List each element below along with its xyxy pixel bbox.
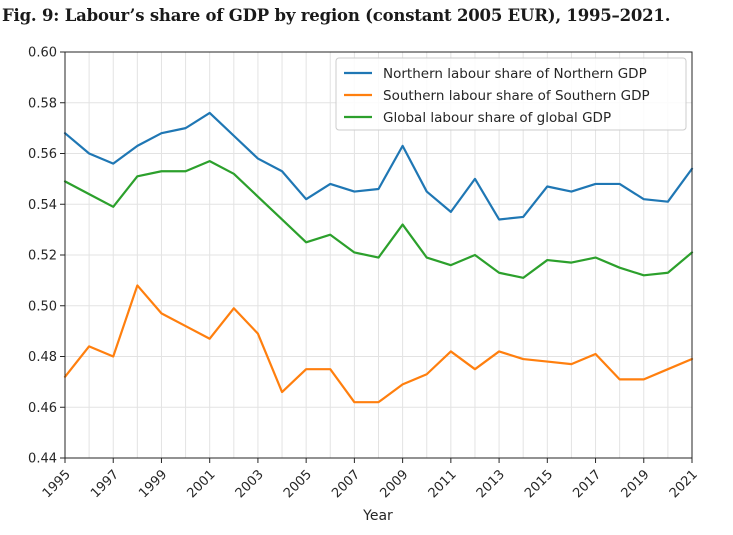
series-lines (63, 111, 694, 404)
y-tick-label: 0.60 (28, 46, 57, 61)
legend-label: Northern labour share of Northern GDP (383, 66, 647, 82)
y-tick-label: 0.48 (28, 350, 57, 365)
series-line (63, 160, 694, 279)
x-tick-label: 1995 (40, 467, 74, 501)
x-tick-label: 2019 (619, 467, 653, 501)
legend: Northern labour share of Northern GDP Sou… (335, 57, 687, 131)
x-tick-label: 2015 (522, 467, 556, 501)
x-tick-label: 2009 (377, 467, 411, 501)
y-tick-label: 0.58 (28, 96, 57, 111)
legend-box (335, 57, 687, 131)
y-axis-ticks: 0.44 0.46 0.48 0.50 0.52 0.54 0.56 0.58 0.60 (28, 46, 65, 467)
x-tick-label: 2017 (570, 467, 604, 501)
y-tick-label: 0.44 (28, 452, 57, 467)
x-axis-title: Year (362, 508, 393, 524)
y-tick-label: 0.52 (28, 249, 57, 264)
legend-label: Global labour share of global GDP (383, 110, 611, 126)
y-tick-label: 0.50 (28, 299, 57, 314)
x-tick-label: 2021 (667, 467, 701, 501)
y-tick-label: 0.56 (28, 147, 57, 162)
series-line (63, 111, 694, 221)
x-tick-label: 2007 (329, 467, 363, 501)
x-tick-label: 1997 (88, 467, 122, 501)
x-tick-label: 2013 (474, 467, 508, 501)
x-tick-label: 1999 (136, 467, 170, 501)
x-axis-ticks: 1995 1997 1999 2001 2003 2005 2007 2009 2011 2013… (40, 458, 701, 501)
series-line (63, 284, 694, 404)
figure-title: Fig. 9: Labour’s share of GDP by region … (2, 6, 671, 25)
y-tick-label: 0.46 (28, 401, 57, 416)
legend-label: Southern labour share of Southern GDP (383, 88, 650, 104)
x-tick-label: 2011 (426, 467, 460, 501)
x-tick-label: 2003 (233, 467, 267, 501)
y-tick-label: 0.54 (28, 198, 57, 213)
x-tick-label: 2005 (281, 467, 315, 501)
x-tick-label: 2001 (185, 467, 219, 501)
